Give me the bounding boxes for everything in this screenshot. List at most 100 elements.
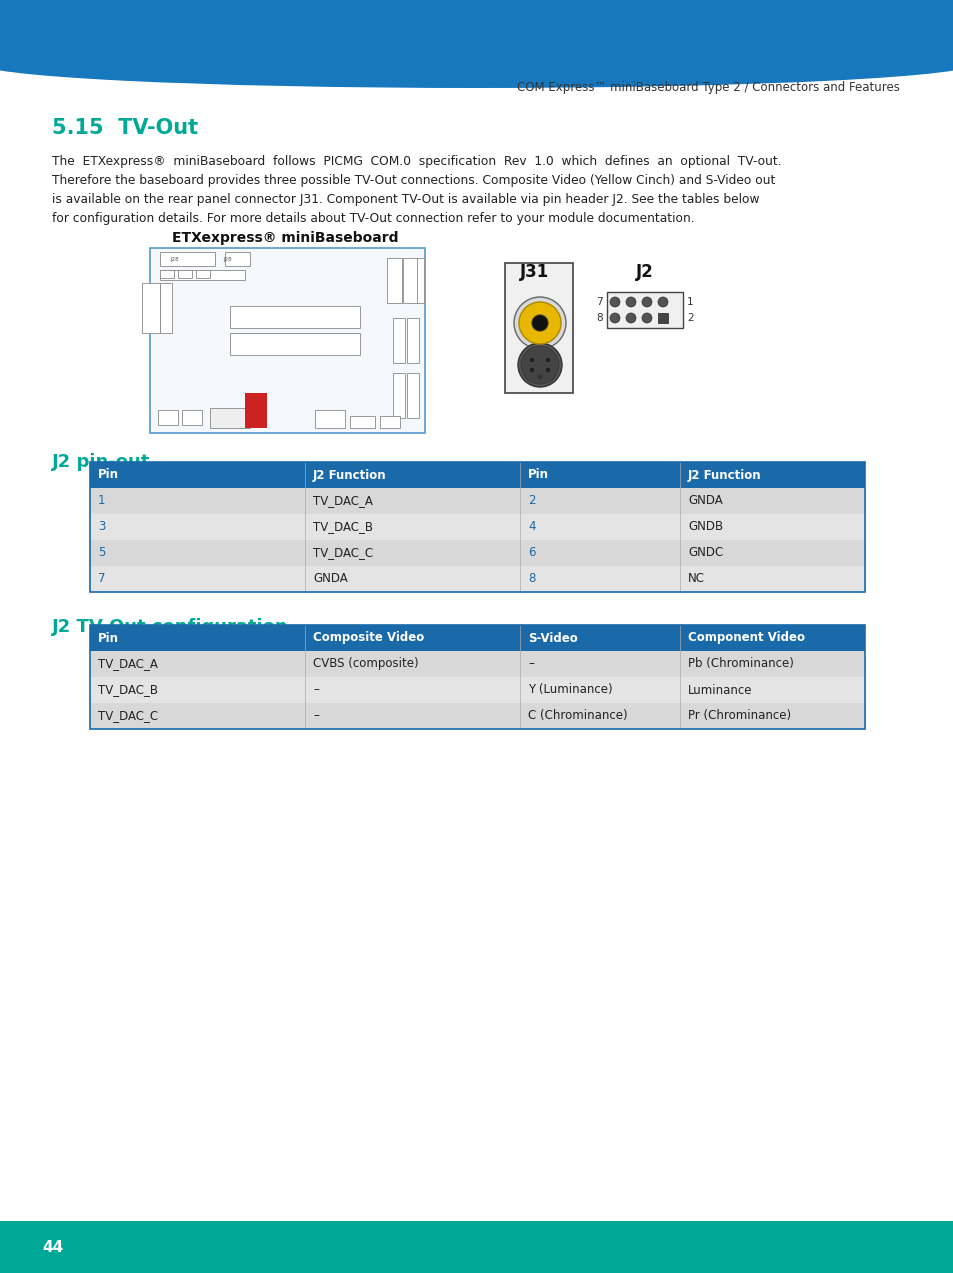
Text: TV_DAC_B: TV_DAC_B: [98, 684, 158, 696]
Bar: [90, 462, 864, 488]
Circle shape: [514, 297, 565, 349]
Text: for configuration details. For more details about TV-Out connection refer to you: for configuration details. For more deta…: [52, 213, 694, 225]
Bar: [504, 264, 573, 393]
Bar: [90, 566, 864, 592]
Text: 8: 8: [527, 573, 535, 586]
Text: TV_DAC_A: TV_DAC_A: [313, 494, 373, 508]
Text: Y (Luminance): Y (Luminance): [527, 684, 612, 696]
Text: GNDB: GNDB: [687, 521, 722, 533]
Text: 1: 1: [98, 494, 106, 508]
Text: 44: 44: [42, 1240, 63, 1254]
Bar: [350, 416, 375, 428]
Bar: [0, 0, 953, 62]
Text: Composite Video: Composite Video: [313, 631, 424, 644]
Circle shape: [529, 356, 535, 363]
Text: 8: 8: [596, 313, 602, 323]
Bar: [178, 270, 192, 278]
Text: CVBS (composite): CVBS (composite): [313, 657, 418, 671]
Bar: [160, 270, 173, 278]
Text: Luminance: Luminance: [687, 684, 752, 696]
Bar: [210, 409, 250, 428]
Bar: [90, 488, 864, 514]
Circle shape: [625, 297, 636, 307]
Text: 7: 7: [596, 297, 602, 307]
Bar: [225, 252, 250, 266]
Circle shape: [520, 346, 558, 384]
Bar: [90, 462, 864, 592]
Circle shape: [609, 313, 619, 323]
Text: 4: 4: [527, 521, 535, 533]
Circle shape: [529, 367, 535, 373]
Bar: [245, 393, 267, 428]
Ellipse shape: [0, 38, 953, 88]
Circle shape: [658, 297, 667, 307]
Bar: [658, 313, 667, 323]
Text: The  ETXexpress®  miniBaseboard  follows  PICMG  COM.0  specification  Rev  1.0 : The ETXexpress® miniBaseboard follows PI…: [52, 155, 781, 168]
Text: ETXexpress® miniBaseboard: ETXexpress® miniBaseboard: [172, 230, 397, 244]
Bar: [379, 416, 399, 428]
Bar: [158, 410, 178, 425]
Text: GNDC: GNDC: [687, 546, 722, 560]
Text: TV_DAC_B: TV_DAC_B: [313, 521, 373, 533]
Text: NC: NC: [687, 573, 704, 586]
Bar: [393, 373, 405, 418]
Text: GNDA: GNDA: [313, 573, 348, 586]
Bar: [90, 540, 864, 566]
Text: Pr (Chrominance): Pr (Chrominance): [687, 709, 790, 723]
Circle shape: [532, 314, 547, 331]
Text: 7: 7: [98, 573, 106, 586]
Bar: [0, 1221, 953, 1273]
Bar: [182, 410, 202, 425]
Circle shape: [544, 367, 551, 373]
Bar: [160, 252, 214, 266]
Circle shape: [609, 297, 619, 307]
Text: J2 Function: J2 Function: [687, 468, 760, 481]
Bar: [90, 677, 864, 703]
Bar: [90, 514, 864, 540]
Circle shape: [544, 356, 551, 363]
Bar: [314, 410, 345, 428]
Text: Component Video: Component Video: [687, 631, 804, 644]
Bar: [407, 373, 418, 418]
Text: Pin: Pin: [98, 631, 119, 644]
Bar: [160, 270, 245, 280]
Text: J2 TV-Out configuration: J2 TV-Out configuration: [52, 617, 289, 636]
Bar: [90, 651, 864, 677]
Circle shape: [641, 297, 651, 307]
Text: J2: J2: [636, 264, 653, 281]
Text: J31: J31: [519, 264, 549, 281]
Circle shape: [641, 313, 651, 323]
Circle shape: [517, 342, 561, 387]
Text: J28: J28: [171, 257, 179, 262]
Text: J28: J28: [223, 257, 233, 262]
Bar: [416, 258, 423, 303]
Text: 1: 1: [686, 297, 693, 307]
Text: TV_DAC_C: TV_DAC_C: [98, 709, 158, 723]
Circle shape: [625, 313, 636, 323]
Bar: [160, 283, 172, 334]
Text: COM Express™ miniBaseboard Type 2 / Connectors and Features: COM Express™ miniBaseboard Type 2 / Conn…: [517, 81, 899, 94]
Text: is available on the rear panel connector J31. Component TV-Out is available via : is available on the rear panel connector…: [52, 193, 759, 206]
Text: 2: 2: [527, 494, 535, 508]
Text: J2 Function: J2 Function: [313, 468, 386, 481]
Bar: [402, 258, 417, 303]
Text: S-Video: S-Video: [527, 631, 578, 644]
Text: 3: 3: [98, 521, 105, 533]
Text: 5.15  TV-Out: 5.15 TV-Out: [52, 118, 198, 137]
Text: TV_DAC_C: TV_DAC_C: [313, 546, 373, 560]
Text: Pin: Pin: [527, 468, 548, 481]
Bar: [90, 625, 864, 729]
Bar: [150, 248, 424, 433]
Bar: [90, 625, 864, 651]
Bar: [142, 283, 160, 334]
Text: –: –: [527, 657, 534, 671]
Text: 2: 2: [686, 313, 693, 323]
Text: J2 pin-out: J2 pin-out: [52, 453, 151, 471]
Bar: [230, 334, 359, 355]
Bar: [230, 306, 359, 328]
Bar: [387, 258, 401, 303]
Bar: [407, 318, 418, 363]
Circle shape: [537, 374, 542, 379]
Bar: [90, 703, 864, 729]
Text: 6: 6: [527, 546, 535, 560]
